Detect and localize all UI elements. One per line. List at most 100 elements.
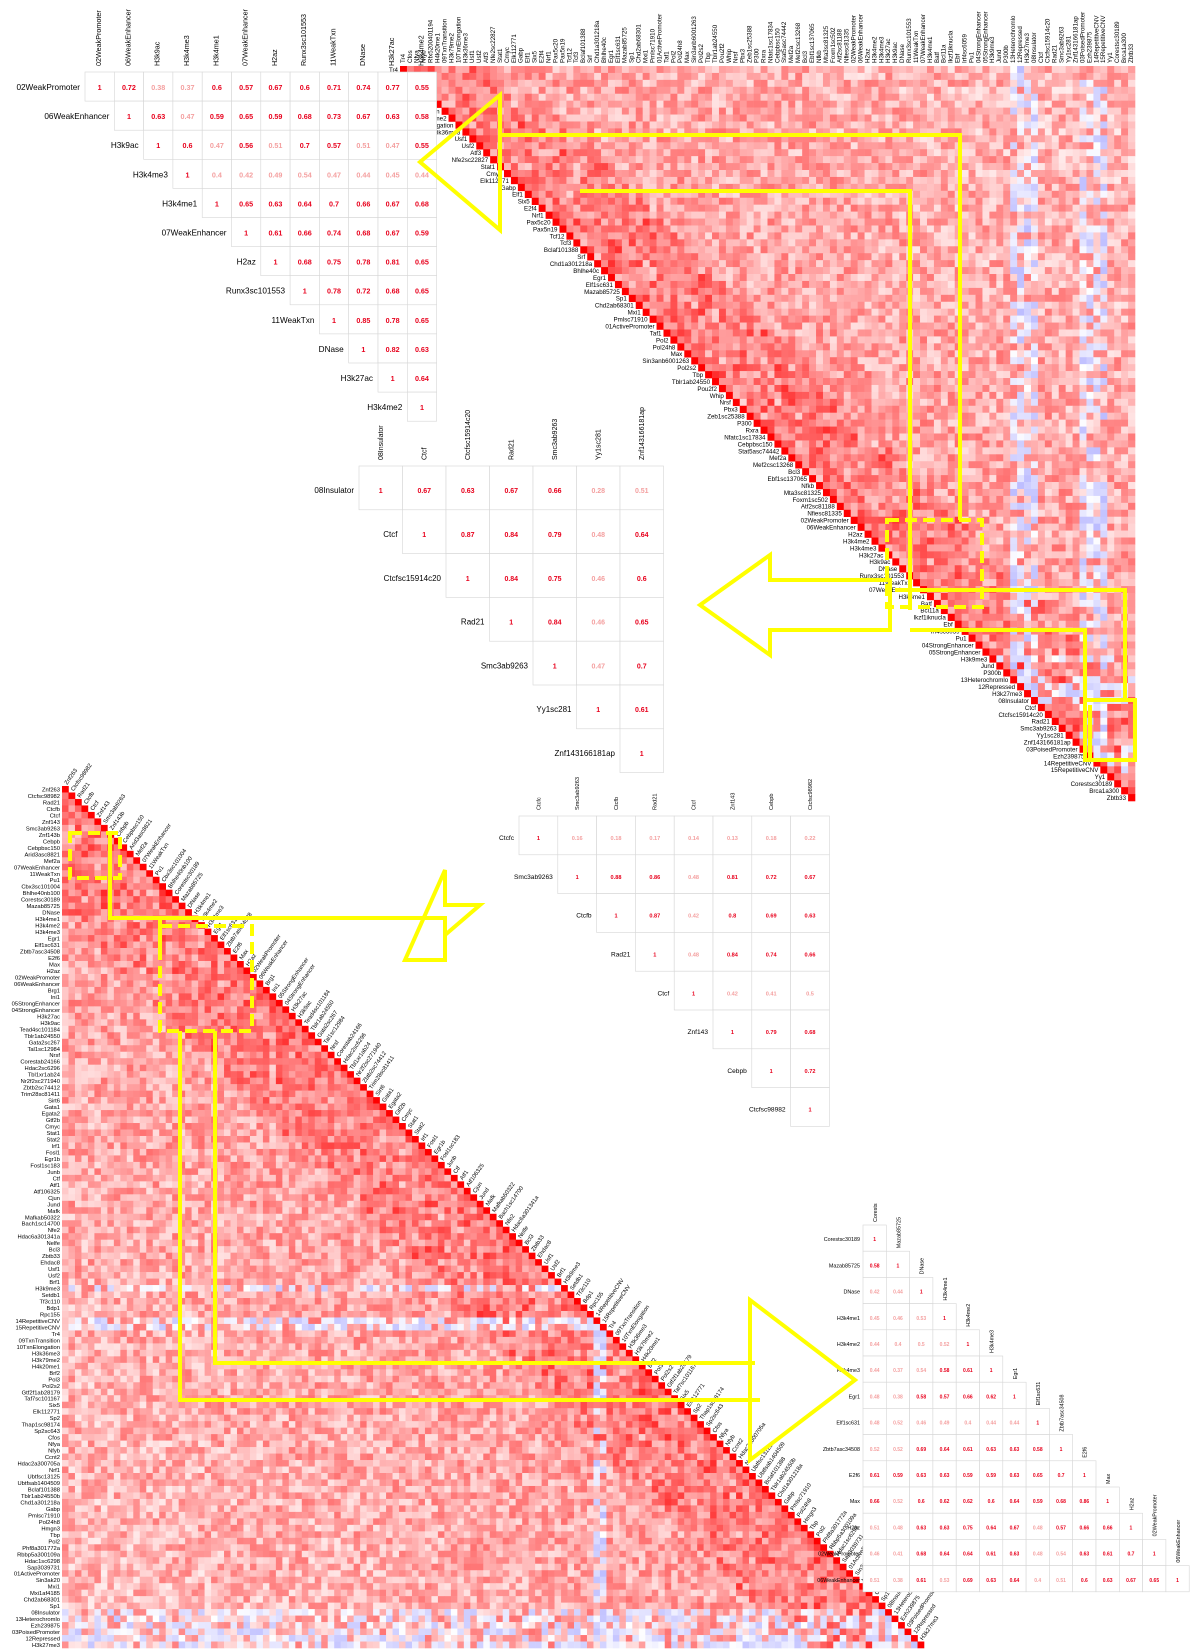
heatmap-cell: [829, 343, 838, 351]
heatmap-cell: [843, 267, 851, 275]
heatmap-cell: [642, 107, 650, 115]
heatmap-cell: [899, 93, 907, 101]
heatmap-cell: [795, 183, 803, 192]
heatmap-cell: [933, 260, 942, 268]
heatmap-cell: [968, 66, 976, 74]
heatmap-cell: [656, 197, 664, 205]
heatmap-cell: [406, 66, 415, 74]
heatmap-cell: [732, 280, 741, 289]
heatmap-cell: [892, 225, 900, 233]
heatmap-cell: [871, 350, 879, 358]
heatmap-cell: [926, 461, 935, 469]
heatmap-cell: [795, 371, 803, 379]
heatmap-cell: [961, 461, 969, 469]
heatmap-cell: [1100, 274, 1108, 282]
heatmap-cell: [982, 322, 990, 330]
heatmap-cell: [746, 405, 754, 413]
heatmap-cell: [760, 260, 768, 268]
heatmap-cell: [663, 218, 671, 226]
heatmap-cell: [594, 142, 602, 150]
heatmap-cell: [649, 315, 657, 323]
heatmap-cell: [899, 142, 907, 150]
heatmap-cell: [760, 357, 768, 365]
heatmap-cell: [878, 135, 886, 143]
heatmap-cell: [1010, 364, 1018, 372]
heatmap-cell: [774, 72, 782, 81]
heatmap-cell: [989, 267, 997, 275]
heatmap-cell: [642, 287, 650, 296]
heatmap-cell: [968, 468, 976, 476]
heatmap-cell: [524, 170, 533, 178]
heatmap-cell: [1086, 398, 1094, 407]
heatmap-cell: [975, 142, 983, 150]
heatmap-cell: [663, 225, 671, 233]
heatmap-cell: [1114, 100, 1122, 108]
heatmap-cell: [961, 530, 969, 538]
heatmap-cell: [552, 121, 560, 129]
heatmap-cell: [809, 86, 817, 95]
heatmap-cell: [809, 176, 817, 185]
heatmap-cell: [802, 86, 810, 95]
heatmap-cell: [746, 308, 754, 316]
heatmap-cell: [975, 66, 983, 74]
heatmap-cell: [635, 176, 643, 185]
heatmap-cell: [947, 461, 956, 469]
heatmap-cell: [906, 121, 914, 129]
heatmap-cell: [573, 114, 581, 122]
heatmap-cell: [947, 329, 956, 337]
heatmap-cell: [899, 107, 907, 115]
heatmap-cell: [1044, 384, 1053, 393]
heatmap-cell: [822, 308, 831, 316]
heatmap-cell: [1010, 378, 1018, 386]
heatmap-cell: [760, 170, 768, 178]
heatmap-cell: [1030, 253, 1039, 261]
heatmap-cell: [718, 190, 727, 199]
heatmap-cell: [940, 488, 949, 497]
heatmap-cell: [836, 79, 845, 88]
heatmap-cell: [829, 461, 838, 469]
heatmap-cell: [933, 232, 942, 240]
heatmap-cell: [1121, 149, 1129, 157]
heatmap-cell: [594, 135, 602, 143]
heatmap-cell: [920, 371, 928, 379]
heatmap-cell: [1058, 211, 1066, 219]
heatmap-cell: [802, 267, 810, 275]
heatmap-cell: [1037, 142, 1046, 150]
heatmap-cell: [1121, 232, 1129, 240]
heatmap-cell: [1024, 79, 1032, 88]
heatmap-cell: [1121, 280, 1129, 289]
heatmap-cell: [712, 93, 720, 101]
heatmap-cell: [878, 170, 886, 178]
heatmap-cell: [739, 66, 747, 74]
heatmap-cell: [947, 121, 956, 129]
heatmap-cell: [1114, 468, 1122, 476]
heatmap-cell: [989, 114, 997, 122]
heatmap-cell: [989, 79, 997, 88]
heatmap-cell: [892, 378, 900, 386]
heatmap-cell: [809, 419, 817, 427]
heatmap-cell: [531, 163, 539, 171]
heatmap-cell: [975, 454, 983, 462]
heatmap-cell: [767, 128, 775, 136]
heatmap-cell: [718, 371, 727, 379]
heatmap-cell: [1044, 523, 1053, 531]
heatmap-cell: [989, 391, 997, 400]
heatmap-cell: [753, 274, 761, 282]
heatmap-cell: [628, 128, 637, 136]
heatmap-cell: [1003, 412, 1011, 420]
heatmap-cell: [899, 315, 907, 323]
heatmap-cell: [857, 170, 865, 178]
heatmap-cell: [920, 72, 928, 81]
heatmap-cell: [1003, 211, 1011, 219]
heatmap-cell: [1121, 502, 1129, 511]
heatmap-cell: [677, 72, 685, 81]
heatmap-cell: [1086, 308, 1094, 316]
heatmap-cell: [1017, 93, 1025, 101]
heatmap-cell: [982, 66, 990, 74]
heatmap-cell: [400, 66, 408, 74]
heatmap-cell: [864, 461, 872, 469]
heatmap-cell: [885, 225, 893, 233]
heatmap-cell: [913, 343, 921, 351]
heatmap-cell: [1030, 378, 1039, 386]
heatmap-cell: [968, 280, 976, 289]
